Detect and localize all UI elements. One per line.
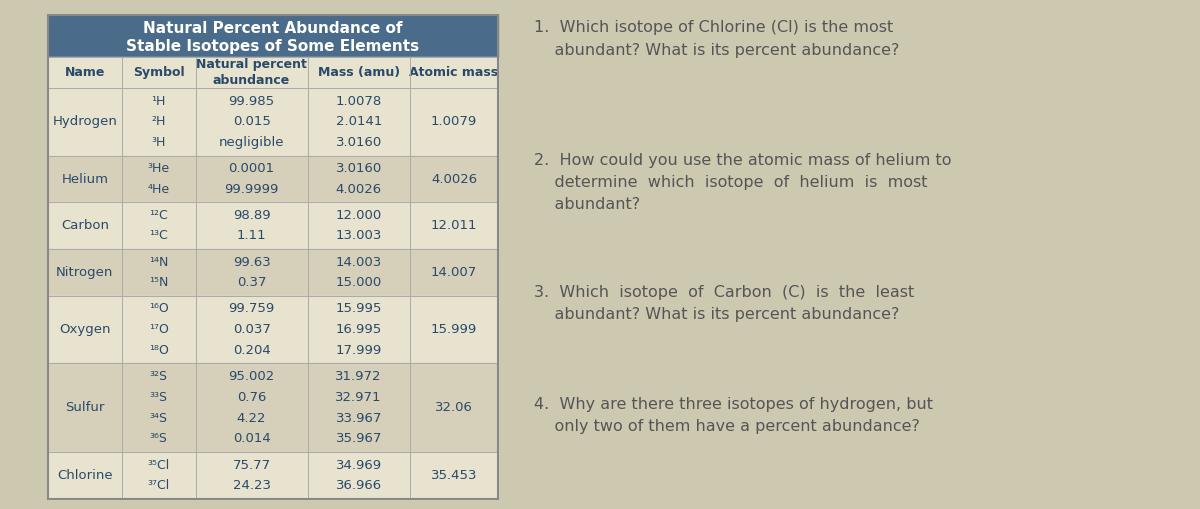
Text: Natural Percent Abundance of: Natural Percent Abundance of (143, 21, 403, 36)
Text: 0.76: 0.76 (236, 391, 266, 404)
Text: ¹³C: ¹³C (149, 230, 168, 242)
Text: Stable Isotopes of Some Elements: Stable Isotopes of Some Elements (126, 39, 420, 54)
Text: negligible: negligible (218, 136, 284, 149)
Text: 32.06: 32.06 (436, 401, 473, 414)
Text: ¹⁸O: ¹⁸O (149, 344, 169, 356)
Bar (48, 363, 498, 452)
Bar (48, 296, 498, 363)
Text: ¹H: ¹H (151, 95, 166, 108)
Text: Chlorine: Chlorine (58, 469, 113, 482)
Text: 0.204: 0.204 (233, 344, 270, 356)
Text: 14.007: 14.007 (431, 266, 478, 279)
Text: 34.969: 34.969 (336, 459, 382, 472)
Bar (48, 57, 498, 88)
Text: 15.999: 15.999 (431, 323, 478, 336)
Text: Mass (amu): Mass (amu) (318, 66, 400, 79)
Text: Hydrogen: Hydrogen (53, 116, 118, 128)
Text: 1.11: 1.11 (236, 230, 266, 242)
Text: Symbol: Symbol (133, 66, 185, 79)
Text: 15.995: 15.995 (336, 302, 382, 316)
Text: 4.  Why are there three isotopes of hydrogen, but
    only two of them have a pe: 4. Why are there three isotopes of hydro… (534, 397, 934, 434)
Text: 98.89: 98.89 (233, 209, 270, 222)
Text: 4.0026: 4.0026 (336, 183, 382, 196)
Bar (48, 156, 498, 203)
Text: ¹²C: ¹²C (149, 209, 168, 222)
Text: 24.23: 24.23 (233, 479, 270, 492)
Text: 2.  How could you use the atomic mass of helium to
    determine  which  isotope: 2. How could you use the atomic mass of … (534, 153, 952, 212)
Text: 0.0001: 0.0001 (228, 162, 275, 176)
Bar (48, 15, 498, 57)
Text: ³⁴S: ³⁴S (150, 412, 168, 425)
Text: ³⁷Cl: ³⁷Cl (148, 479, 170, 492)
Text: 17.999: 17.999 (336, 344, 382, 356)
Text: ¹⁶O: ¹⁶O (149, 302, 168, 316)
Text: 1.0079: 1.0079 (431, 116, 478, 128)
Text: Nitrogen: Nitrogen (56, 266, 114, 279)
Text: ¹⁵N: ¹⁵N (149, 276, 168, 289)
Text: 4.22: 4.22 (236, 412, 266, 425)
Text: 14.003: 14.003 (336, 256, 382, 269)
Text: 2.0141: 2.0141 (336, 116, 382, 128)
Text: ³³S: ³³S (150, 391, 168, 404)
Text: 75.77: 75.77 (233, 459, 271, 472)
Text: Helium: Helium (61, 173, 108, 186)
Text: Sulfur: Sulfur (65, 401, 104, 414)
Text: 35.967: 35.967 (336, 432, 382, 445)
Text: 3.  Which  isotope  of  Carbon  (C)  is  the  least
    abundant? What is its pe: 3. Which isotope of Carbon (C) is the le… (534, 285, 914, 322)
Bar (48, 15, 498, 499)
Bar (48, 88, 498, 156)
Text: 99.759: 99.759 (228, 302, 275, 316)
Text: ⁴He: ⁴He (148, 183, 169, 196)
Text: Name: Name (65, 66, 106, 79)
Text: ³⁵Cl: ³⁵Cl (148, 459, 170, 472)
Text: ²H: ²H (151, 116, 166, 128)
Text: 31.972: 31.972 (336, 371, 382, 383)
Text: ¹⁷O: ¹⁷O (149, 323, 169, 336)
Text: Atomic mass: Atomic mass (409, 66, 498, 79)
Text: 1.0078: 1.0078 (336, 95, 382, 108)
Text: ³He: ³He (148, 162, 169, 176)
Text: 0.37: 0.37 (236, 276, 266, 289)
Text: 0.037: 0.037 (233, 323, 270, 336)
Text: 3.0160: 3.0160 (336, 162, 382, 176)
Text: 1.  Which isotope of Chlorine (Cl) is the most
    abundant? What is its percent: 1. Which isotope of Chlorine (Cl) is the… (534, 20, 899, 58)
Text: 12.011: 12.011 (431, 219, 478, 232)
Text: 4.0026: 4.0026 (431, 173, 478, 186)
Bar (48, 452, 498, 499)
Text: 3.0160: 3.0160 (336, 136, 382, 149)
Text: 99.63: 99.63 (233, 256, 270, 269)
Text: Carbon: Carbon (61, 219, 109, 232)
Text: 99.985: 99.985 (228, 95, 275, 108)
Text: 35.453: 35.453 (431, 469, 478, 482)
Text: ³²S: ³²S (150, 371, 168, 383)
Text: Natural percent
abundance: Natural percent abundance (196, 58, 307, 87)
Text: 12.000: 12.000 (336, 209, 382, 222)
Text: ³⁶S: ³⁶S (150, 432, 168, 445)
Text: 0.014: 0.014 (233, 432, 270, 445)
Text: Oxygen: Oxygen (59, 323, 110, 336)
Text: ¹⁴N: ¹⁴N (149, 256, 168, 269)
Text: 13.003: 13.003 (336, 230, 382, 242)
Text: 0.015: 0.015 (233, 116, 270, 128)
Bar (48, 203, 498, 249)
Text: 95.002: 95.002 (228, 371, 275, 383)
Text: 99.9999: 99.9999 (224, 183, 278, 196)
Text: 33.967: 33.967 (336, 412, 382, 425)
Bar (48, 249, 498, 296)
Text: 15.000: 15.000 (336, 276, 382, 289)
Text: ³H: ³H (151, 136, 166, 149)
Text: 32.971: 32.971 (336, 391, 382, 404)
Text: 16.995: 16.995 (336, 323, 382, 336)
Text: 36.966: 36.966 (336, 479, 382, 492)
